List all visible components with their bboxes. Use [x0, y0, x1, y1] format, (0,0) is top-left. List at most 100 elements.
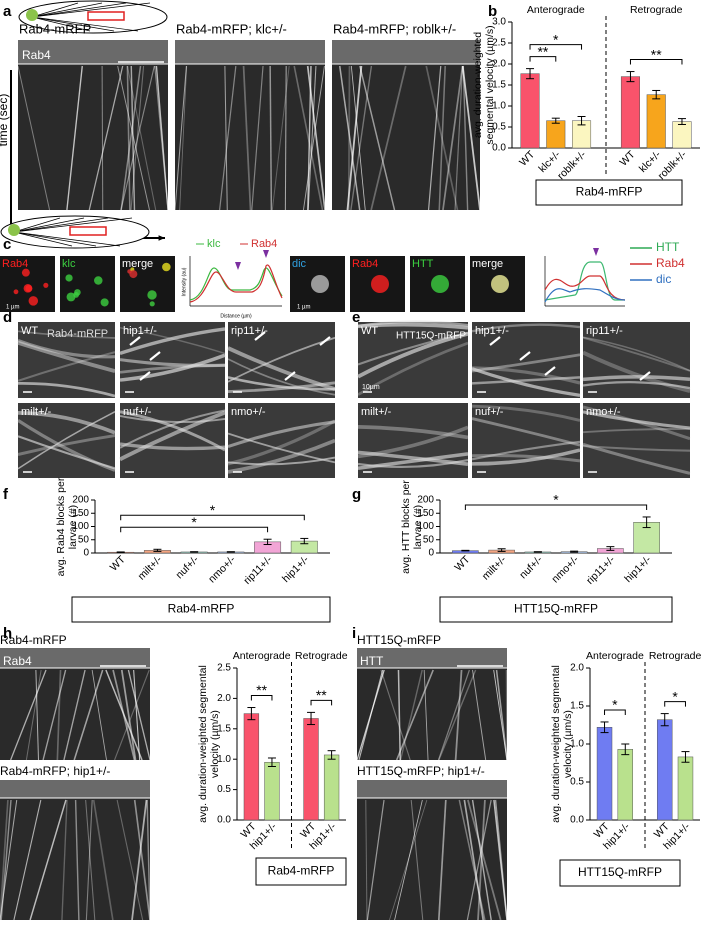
- kymograph-track: [117, 65, 150, 211]
- kymograph-strip: [0, 780, 150, 798]
- axon: [17, 419, 116, 472]
- kymograph-track: [146, 799, 151, 921]
- channel-label: HTT: [360, 654, 384, 668]
- kymograph-track: [133, 669, 141, 761]
- error-bar: [626, 71, 635, 83]
- y-tick-label: 0: [83, 548, 89, 559]
- kymograph-track: [114, 669, 150, 761]
- kymograph-track: [358, 669, 384, 761]
- kymograph-track: [425, 65, 459, 211]
- axon: [119, 410, 226, 452]
- kymograph-track: [116, 799, 144, 921]
- kymograph-track: [350, 65, 373, 211]
- marker-arrow: [263, 250, 269, 258]
- axon: [582, 405, 691, 441]
- error-bar: [307, 711, 316, 726]
- y-tick-label: 50: [78, 534, 90, 545]
- bar: [596, 727, 613, 821]
- genotype-label: Rab4-mRFP; hip1+/-: [0, 764, 110, 778]
- profile-line: [544, 275, 626, 301]
- error-bar: [677, 118, 686, 125]
- axon: [17, 338, 116, 359]
- micrograph: [358, 322, 468, 398]
- y-tick-label: 1.5: [217, 723, 231, 734]
- reporter-box: [439, 596, 673, 623]
- x-tick-label: nuf+/-: [174, 553, 202, 581]
- error-bar: [652, 89, 661, 100]
- genotype-label: nuf+/-: [123, 406, 152, 418]
- puncta: [491, 275, 509, 293]
- arrow-head: [158, 235, 165, 241]
- axon: [471, 376, 581, 385]
- axon: [17, 381, 116, 398]
- axon: [119, 358, 226, 367]
- significance-bracket: [120, 514, 305, 521]
- significance-bracket: [629, 59, 683, 65]
- y-tick-label: 150: [417, 508, 434, 519]
- genotype-label: Rab4-mRFP; klc+/-: [176, 21, 287, 36]
- significance-bracket: [120, 526, 269, 533]
- panel-letter: c: [3, 236, 11, 253]
- kymograph-track: [224, 65, 228, 211]
- kymograph-track: [350, 65, 366, 211]
- channel-label: Rab4: [352, 258, 378, 270]
- y-tick-label: 2.0: [217, 693, 231, 704]
- kymograph-track: [494, 799, 508, 921]
- significance-bracket: [464, 504, 648, 510]
- pointer-arrow: [129, 336, 141, 346]
- axon: [119, 409, 226, 449]
- kymograph-track: [251, 65, 264, 211]
- y-axis-label: avg. duration-weighted segmental velocit…: [197, 665, 221, 823]
- kymograph-track: [471, 799, 492, 921]
- kymograph-track: [461, 65, 481, 211]
- kymograph-track: [174, 65, 187, 211]
- nerve: [31, 16, 91, 32]
- error-bar: [577, 116, 586, 126]
- kymograph-track: [92, 799, 114, 921]
- profile-line: [189, 267, 283, 301]
- kymograph-track: [397, 669, 401, 761]
- channel-label: Rab4: [3, 654, 32, 668]
- kymograph-track: [85, 799, 93, 921]
- kymograph-strip: [18, 40, 168, 64]
- x-tick-label: hip1+/-: [622, 553, 654, 585]
- genotype-label: HTT15Q-mRFP; hip1+/-: [357, 764, 485, 778]
- imaging-region: [69, 226, 107, 236]
- channel-label: klc: [62, 258, 76, 270]
- kymograph-track: [505, 669, 508, 761]
- error-bar: [570, 550, 579, 553]
- channel-label: Rab4: [22, 48, 51, 62]
- genotype-label: milt+/-: [361, 406, 392, 418]
- channel-label: dic: [292, 258, 307, 270]
- nerve: [31, 2, 151, 18]
- pointer-arrow: [319, 336, 331, 346]
- kymograph-track: [394, 799, 423, 921]
- y-tick-label: 100: [417, 521, 434, 532]
- axon: [357, 452, 469, 471]
- panel-letter: b: [488, 3, 497, 20]
- y-tick-label: 100: [72, 521, 89, 532]
- kymograph-track: [120, 669, 137, 761]
- kymograph-track: [463, 799, 484, 921]
- significance-label: **: [537, 43, 548, 59]
- kymograph-track: [438, 65, 446, 211]
- axis-label: Intensity (au): [181, 267, 187, 296]
- brain: [26, 9, 38, 21]
- y-tick-label: 2.5: [217, 663, 231, 674]
- kymograph-strip: [0, 648, 150, 668]
- y-axis-label: avg. duration-weighted segmental velocit…: [472, 25, 496, 145]
- nerve: [31, 2, 79, 18]
- y-axis-label: avg. duration-weighted segmental velocit…: [550, 665, 574, 823]
- kymograph-track: [359, 65, 396, 211]
- error-bar: [300, 537, 309, 545]
- kymograph-track: [454, 669, 463, 761]
- puncta: [147, 290, 157, 300]
- kymograph-track: [88, 65, 124, 211]
- genotype-label: HTT15Q-mRFP: [357, 633, 441, 647]
- axon: [471, 404, 581, 422]
- puncta: [129, 270, 138, 279]
- reporter-label: Rab4-mRFP: [576, 185, 643, 199]
- micrograph: [18, 403, 115, 478]
